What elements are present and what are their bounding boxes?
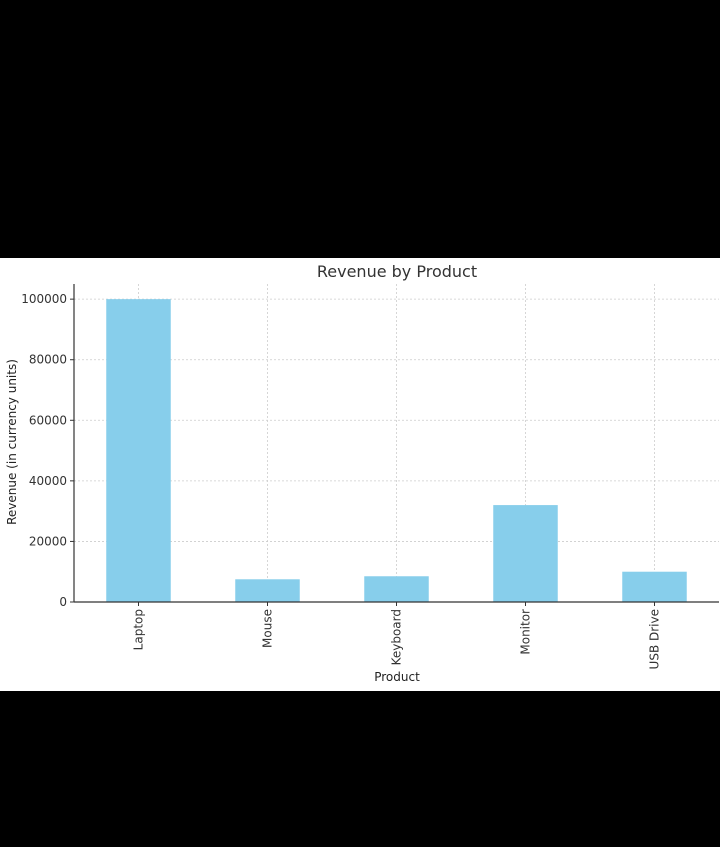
bar-laptop [106, 299, 171, 602]
x-tick-label: Laptop [132, 609, 146, 650]
axes-layer [70, 284, 719, 606]
y-axis-label: Revenue (in currency units) [5, 359, 19, 525]
x-tick-label: Mouse [261, 609, 275, 648]
x-axis-label: Product [374, 670, 420, 684]
revenue-bar-chart: 0 20000 40000 60000 80000 100000 Laptop Mouse K… [5, 262, 719, 684]
x-tick-label: USB Drive [648, 609, 662, 669]
y-tick-label: 100000 [21, 292, 67, 306]
bar-usb-drive [622, 571, 687, 602]
y-tick-label: 0 [59, 595, 67, 609]
bar-keyboard [364, 576, 429, 602]
y-tick-label: 40000 [29, 474, 67, 488]
bar-mouse [235, 579, 300, 602]
chart-title: Revenue by Product [317, 262, 477, 281]
y-tick-labels: 0 20000 40000 60000 80000 100000 [21, 292, 67, 609]
x-tick-label: Monitor [519, 609, 533, 655]
y-tick-label: 80000 [29, 353, 67, 367]
x-tick-label: Keyboard [390, 609, 404, 665]
bar-monitor [493, 505, 558, 602]
chart-panel: 0 20000 40000 60000 80000 100000 Laptop Mouse K… [0, 258, 720, 691]
y-tick-label: 60000 [29, 413, 67, 427]
x-tick-labels: Laptop Mouse Keyboard Monitor USB Drive [132, 609, 662, 670]
y-tick-label: 20000 [29, 534, 67, 548]
bars-layer [106, 299, 687, 602]
